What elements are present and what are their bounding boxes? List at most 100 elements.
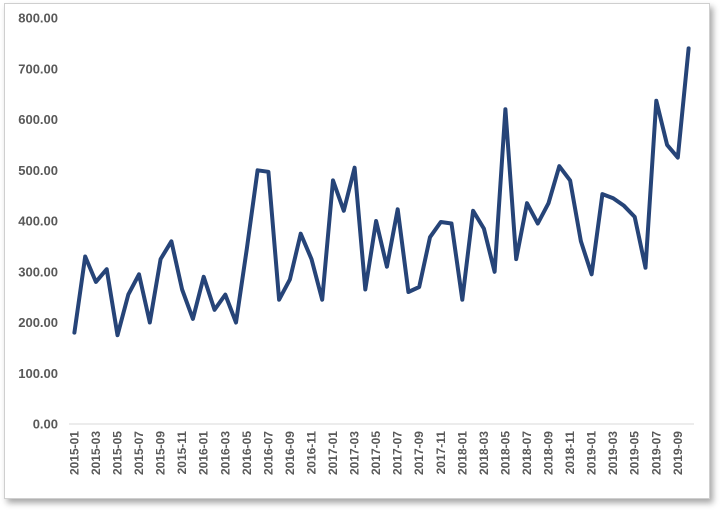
x-tick-label: 2019-05 (628, 431, 642, 475)
data-point (428, 235, 432, 239)
data-point (439, 220, 443, 224)
x-tick-label: 2018-01 (455, 431, 469, 475)
y-tick-label: 800.00 (18, 11, 58, 26)
data-point (256, 168, 260, 172)
x-tick-label: 2018-07 (520, 431, 534, 475)
data-point (126, 293, 130, 297)
data-point (525, 201, 529, 205)
data-point (568, 178, 572, 182)
x-tick-label: 2017-05 (369, 431, 383, 475)
data-point (536, 222, 540, 226)
x-tick-label: 2017-01 (326, 431, 340, 475)
data-point (137, 272, 141, 276)
data-point (202, 275, 206, 279)
x-tick-label: 2015-07 (132, 431, 146, 475)
x-tick-label: 2019-07 (649, 431, 663, 475)
x-tick-label: 2018-11 (563, 431, 577, 475)
data-point (687, 46, 691, 50)
data-point (148, 321, 152, 325)
data-point (590, 272, 594, 276)
data-point (600, 192, 604, 196)
line-chart: 0.00 100.00 200.00 300.00 400.00 500.00 600.00… (18, 11, 694, 475)
data-point (159, 257, 163, 261)
x-tick-label: 2018-03 (477, 431, 491, 475)
x-tick-label: 2016-11 (304, 431, 318, 475)
data-point (396, 207, 400, 211)
data-point (482, 227, 486, 231)
data-point (72, 331, 76, 335)
y-tick-label: 200.00 (18, 315, 58, 330)
data-point (417, 285, 421, 289)
x-tick-label: 2016-07 (261, 431, 275, 475)
data-point (460, 298, 464, 302)
x-tick-label: 2019-09 (671, 431, 685, 475)
series-layer (72, 46, 691, 338)
data-point (180, 288, 184, 292)
x-tick-label: 2018-05 (498, 431, 512, 475)
data-point (277, 298, 281, 302)
x-tick-label: 2017-11 (434, 431, 448, 475)
data-point (288, 277, 292, 281)
x-tick-label: 2019-01 (585, 431, 599, 475)
data-point (450, 222, 454, 226)
data-point (385, 265, 389, 269)
data-point (299, 232, 303, 236)
x-tick-label: 2016-05 (240, 431, 254, 475)
x-tick-label: 2015-03 (89, 431, 103, 475)
x-tick-label: 2018-09 (542, 431, 556, 475)
y-tick-label: 300.00 (18, 264, 58, 279)
x-tick-label: 2017-09 (412, 431, 426, 475)
y-tick-label: 100.00 (18, 366, 58, 381)
x-tick-label: 2015-09 (154, 431, 168, 475)
chart-frame: 0.00 100.00 200.00 300.00 400.00 500.00 600.00… (4, 3, 710, 499)
data-point (363, 288, 367, 292)
data-point (83, 255, 87, 259)
series-line (72, 46, 691, 338)
data-point (191, 317, 195, 321)
y-axis: 0.00 100.00 200.00 300.00 400.00 500.00 600.00… (18, 11, 58, 432)
x-tick-label: 2016-01 (197, 431, 211, 475)
x-axis: 2015-01 2015-03 2015-05 2015-07 2015-09 2015-… (67, 423, 694, 475)
data-point (633, 215, 637, 219)
x-tick-label: 2019-03 (606, 431, 620, 475)
data-point (105, 267, 109, 271)
data-point (353, 166, 357, 170)
data-point (213, 308, 217, 312)
data-point (665, 143, 669, 147)
data-point (266, 170, 270, 174)
data-point (406, 290, 410, 294)
data-point (223, 293, 227, 297)
data-point (234, 321, 238, 325)
x-tick-label: 2015-05 (110, 431, 124, 475)
data-point (374, 219, 378, 223)
y-tick-label: 400.00 (18, 214, 58, 229)
data-point (493, 270, 497, 274)
y-tick-label: 600.00 (18, 112, 58, 127)
data-point (547, 201, 551, 205)
data-point (116, 333, 120, 337)
data-point (514, 257, 518, 261)
y-tick-label: 0.00 (33, 417, 58, 432)
x-tick-label: 2016-03 (218, 431, 232, 475)
data-point (644, 266, 648, 270)
data-point (320, 298, 324, 302)
data-point (611, 196, 615, 200)
data-point (557, 164, 561, 168)
data-point (676, 156, 680, 160)
x-tick-label: 2015-11 (175, 431, 189, 475)
data-point (579, 239, 583, 243)
data-point (622, 204, 626, 208)
data-point (310, 257, 314, 261)
y-tick-label: 500.00 (18, 163, 58, 178)
x-tick-label: 2015-01 (67, 431, 81, 475)
data-point (342, 209, 346, 213)
x-tick-label: 2017-03 (348, 431, 362, 475)
data-point (169, 239, 173, 243)
data-point (331, 178, 335, 182)
data-point (654, 99, 658, 103)
y-tick-label: 700.00 (18, 61, 58, 76)
data-point (245, 247, 249, 251)
x-tick-label: 2016-09 (283, 431, 297, 475)
data-point (503, 107, 507, 111)
data-point (471, 209, 475, 213)
